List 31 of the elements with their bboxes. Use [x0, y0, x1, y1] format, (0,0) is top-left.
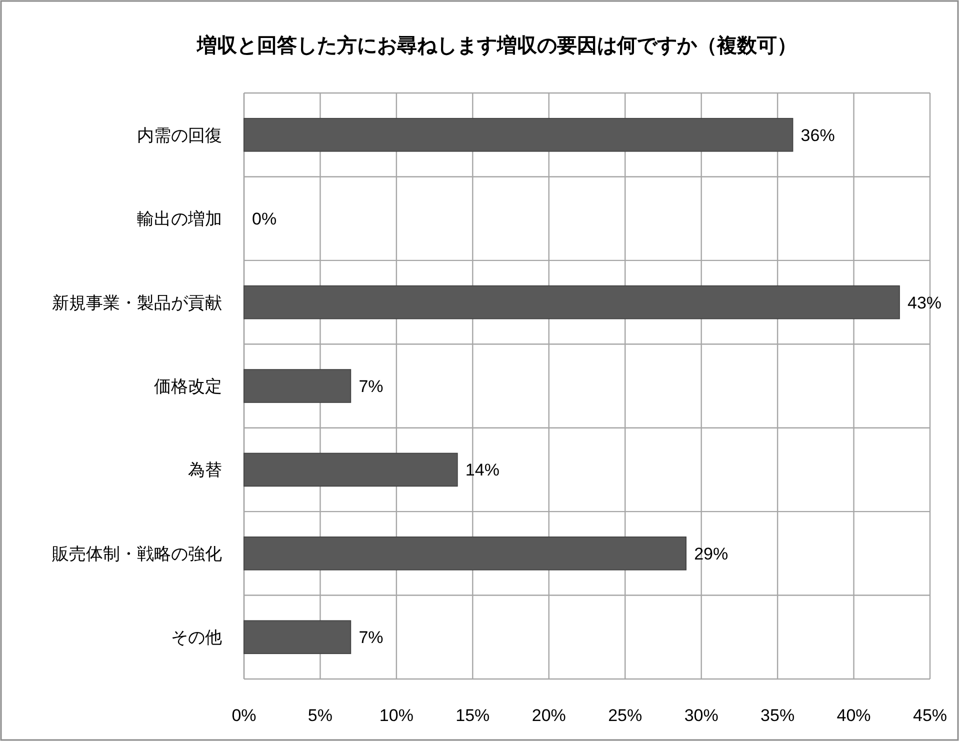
x-tick-label: 35%	[760, 706, 795, 725]
bar	[244, 620, 352, 654]
x-tick-label: 10%	[379, 706, 414, 725]
chart-title: 増収と回答した方にお尋ねします増収の要因は何ですか（複数可）	[196, 34, 797, 57]
data-label: 36%	[800, 126, 835, 145]
y-tick-label: その他	[171, 628, 222, 648]
x-tick-label: 5%	[308, 706, 333, 725]
y-tick-label: 為替	[188, 460, 222, 480]
bar	[244, 536, 686, 570]
bar	[244, 118, 794, 152]
y-tick-label: 価格改定	[154, 377, 222, 396]
x-tick-label: 30%	[684, 706, 718, 725]
x-tick-label: 15%	[456, 706, 490, 725]
data-label: 0%	[252, 210, 277, 229]
data-label: 29%	[694, 544, 728, 564]
data-label: 43%	[908, 293, 942, 312]
bar	[244, 369, 352, 403]
x-tick-label: 0%	[232, 706, 256, 725]
y-tick-label: 輸出の増加	[137, 210, 222, 229]
y-tick-label: 新規事業・製品が貢献	[52, 293, 222, 312]
data-label: 14%	[465, 460, 500, 480]
bar	[244, 285, 900, 320]
y-tick-label: 販売体制・戦略の強化	[52, 544, 222, 564]
data-label: 7%	[358, 628, 384, 648]
y-tick-label: 内需の回復	[137, 126, 222, 145]
bar	[244, 452, 458, 487]
data-label: 7%	[358, 377, 384, 396]
x-tick-label: 45%	[912, 706, 948, 725]
x-tick-label: 40%	[836, 706, 871, 725]
x-tick-label: 20%	[532, 706, 566, 725]
x-tick-label: 25%	[608, 706, 642, 725]
